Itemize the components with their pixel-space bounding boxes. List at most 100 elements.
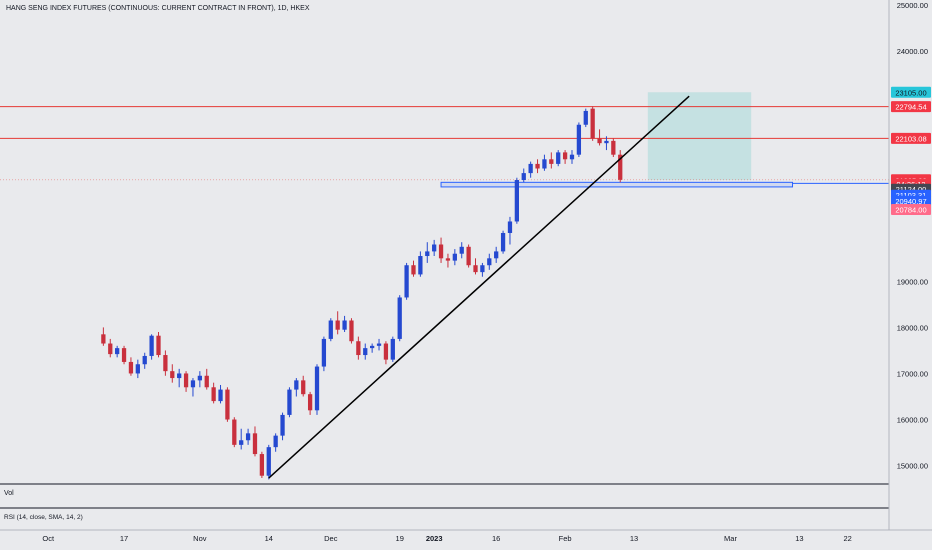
- candle-body[interactable]: [121, 348, 127, 362]
- candle-body[interactable]: [556, 152, 561, 164]
- candle-body[interactable]: [342, 320, 347, 330]
- candle-body[interactable]: [494, 251, 499, 259]
- candle-body[interactable]: [294, 380, 299, 390]
- candle-body[interactable]: [356, 341, 361, 356]
- candle-body[interactable]: [397, 297, 402, 339]
- price-badge: [891, 86, 931, 98]
- candle-body[interactable]: [245, 433, 251, 441]
- candle-body[interactable]: [328, 320, 333, 339]
- candle-body[interactable]: [452, 253, 457, 261]
- candle-body[interactable]: [197, 375, 202, 381]
- candle-body[interactable]: [225, 389, 230, 420]
- candle-body[interactable]: [128, 361, 134, 374]
- candle-body[interactable]: [177, 373, 182, 379]
- candle-body[interactable]: [376, 343, 382, 346]
- candle-body[interactable]: [562, 152, 568, 160]
- candle-body[interactable]: [307, 394, 313, 411]
- candle-body[interactable]: [335, 320, 340, 330]
- price-badge: [891, 195, 931, 207]
- trendline[interactable]: [268, 95, 690, 479]
- candle-body[interactable]: [473, 265, 478, 273]
- candle-body[interactable]: [259, 454, 265, 476]
- candle-body[interactable]: [549, 159, 554, 164]
- time-tick-label: 16: [492, 534, 500, 543]
- rsi-pane-label[interactable]: RSI (14, close, SMA, 14, 2): [4, 514, 83, 521]
- candle-body[interactable]: [404, 265, 409, 298]
- candle-body[interactable]: [183, 373, 189, 388]
- candle-body[interactable]: [349, 320, 354, 342]
- candle-body[interactable]: [528, 163, 533, 174]
- candle-body[interactable]: [418, 256, 423, 275]
- candle-body[interactable]: [576, 124, 582, 155]
- candle-body[interactable]: [604, 140, 609, 144]
- price-badge-label: 23105.00: [895, 88, 926, 97]
- candle-body[interactable]: [507, 221, 513, 233]
- candle-body[interactable]: [363, 348, 368, 356]
- candle-body[interactable]: [438, 244, 444, 259]
- candle-body[interactable]: [190, 380, 196, 388]
- candle-body[interactable]: [135, 364, 140, 374]
- candle-body[interactable]: [266, 447, 271, 476]
- price-badge: [891, 203, 931, 215]
- candle-body[interactable]: [425, 251, 430, 257]
- price-tick-label: 15000.00: [897, 462, 928, 471]
- time-tick-label: 14: [265, 534, 273, 543]
- candle-body[interactable]: [239, 440, 244, 445]
- candle-body[interactable]: [115, 348, 120, 355]
- candle-body[interactable]: [156, 335, 161, 356]
- candle-body[interactable]: [432, 244, 437, 252]
- candle-body[interactable]: [252, 433, 258, 455]
- candle-body[interactable]: [590, 108, 595, 139]
- volume-pane-label[interactable]: Vol: [4, 490, 14, 497]
- candle-body[interactable]: [597, 138, 602, 144]
- target-zone[interactable]: [647, 92, 752, 181]
- candle-body[interactable]: [542, 159, 547, 169]
- candle-body[interactable]: [280, 414, 285, 436]
- candle-body[interactable]: [383, 343, 389, 360]
- candle-body[interactable]: [314, 366, 320, 411]
- candle-body[interactable]: [487, 258, 492, 266]
- candle-body[interactable]: [445, 258, 451, 261]
- candle-body[interactable]: [390, 338, 395, 360]
- candle-body[interactable]: [321, 338, 327, 367]
- candle-body[interactable]: [569, 154, 575, 160]
- price-tick-label: 25000.00: [897, 1, 928, 10]
- candle-body[interactable]: [500, 232, 506, 252]
- candle-body[interactable]: [370, 345, 375, 349]
- support-zone[interactable]: [440, 181, 794, 188]
- candle-body[interactable]: [204, 375, 209, 388]
- time-tick-label: Dec: [324, 534, 338, 543]
- candle-body[interactable]: [459, 246, 464, 254]
- candle-body[interactable]: [170, 371, 175, 379]
- candle-body[interactable]: [611, 140, 616, 155]
- candle-body[interactable]: [301, 380, 306, 395]
- candle-body[interactable]: [108, 343, 113, 355]
- candle-body[interactable]: [466, 246, 471, 266]
- candle-body[interactable]: [149, 335, 154, 356]
- candle-body[interactable]: [521, 173, 526, 181]
- time-tick-label: 22: [843, 534, 851, 543]
- candle-body[interactable]: [101, 334, 106, 344]
- candle-body[interactable]: [618, 154, 623, 180]
- candle-body[interactable]: [163, 355, 168, 372]
- candle-body[interactable]: [480, 265, 485, 273]
- price-tick-label: 18000.00: [897, 323, 928, 332]
- time-tick-label: 2023: [426, 534, 443, 543]
- candle-body[interactable]: [232, 419, 237, 445]
- candle-body[interactable]: [583, 110, 588, 125]
- candle-body[interactable]: [535, 163, 540, 169]
- candle-body[interactable]: [218, 389, 223, 402]
- price-tick-label: 16000.00: [897, 416, 928, 425]
- time-tick-label: 17: [120, 534, 128, 543]
- candle-body[interactable]: [411, 265, 416, 275]
- price-badge-label: 20784.00: [895, 205, 926, 214]
- candle-body[interactable]: [142, 355, 147, 365]
- candle-body[interactable]: [211, 387, 216, 402]
- candle-body[interactable]: [287, 389, 292, 415]
- candle-body[interactable]: [273, 435, 278, 448]
- candle-body[interactable]: [514, 180, 519, 222]
- time-tick-label: Oct: [42, 534, 55, 543]
- price-tick-label: 17000.00: [897, 369, 928, 378]
